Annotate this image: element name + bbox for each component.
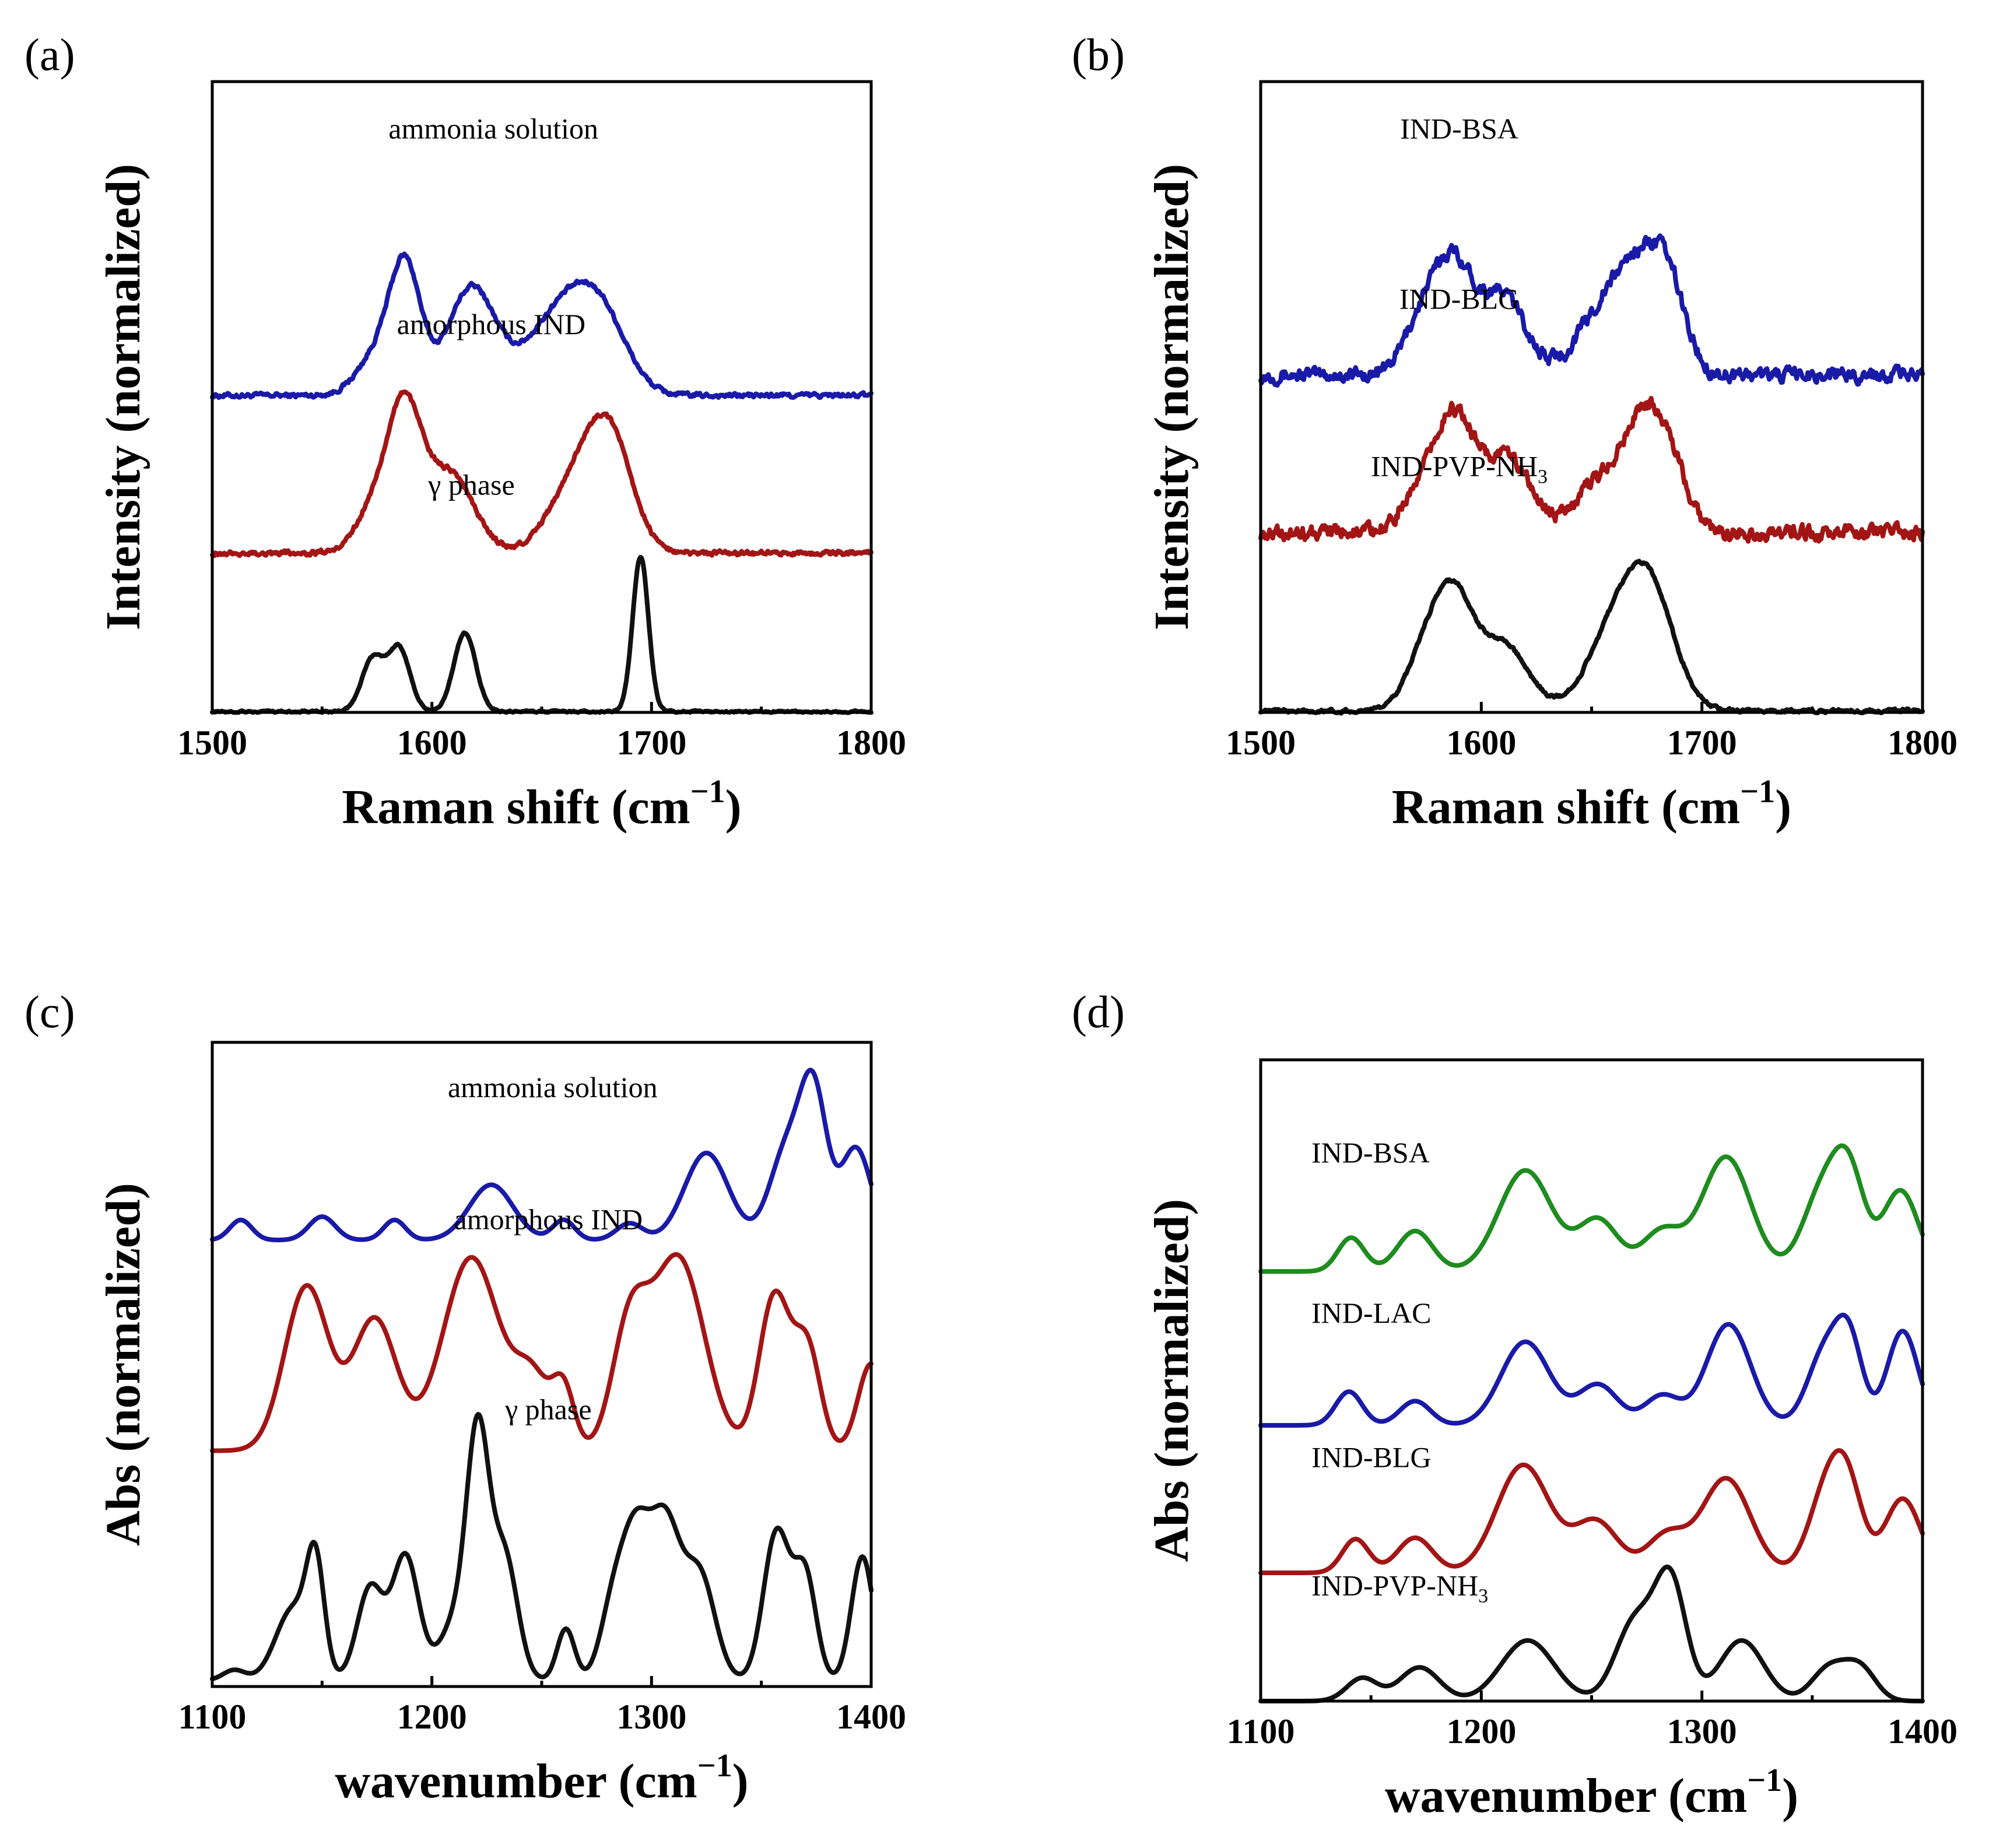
x-tick-label: 1200: [1446, 1712, 1516, 1751]
plot-frame: [1259, 80, 1924, 714]
chart-panel: (b) IND-BSA IND-BLG IND-PVP-NH3 1500 1600 1700…: [1072, 29, 1958, 834]
chart-panel: (a) ammonia solution amorphous IND γ phase 1…: [24, 29, 906, 834]
panel-label: (d): [1072, 986, 1125, 1037]
series-line: [1258, 1564, 1925, 1703]
x-tick-label: 1600: [1446, 723, 1516, 762]
x-tick-label: 1800: [1888, 723, 1958, 762]
y-axis-title: Abs (normalized): [96, 1183, 150, 1546]
x-axis-title: wavenumber (cm−1): [1385, 1762, 1798, 1823]
series-line: [1258, 396, 1925, 544]
x-tick-label: 1400: [836, 1698, 906, 1736]
panel-label: (b): [1072, 29, 1125, 80]
series-label: ammonia solution: [448, 1071, 658, 1104]
series-line: [1258, 1143, 1925, 1274]
panel-label: (c): [24, 986, 75, 1037]
x-tick-label: 1700: [616, 723, 686, 762]
series-label: IND-BSA: [1311, 1136, 1430, 1169]
panel-label: (a): [24, 29, 75, 80]
x-axis-title: Raman shift (cm−1): [342, 774, 741, 834]
series-line: [1258, 233, 1925, 388]
y-axis-title: Intensity (normalized): [1145, 164, 1199, 630]
y-axis-title: Intensity (normalized): [96, 164, 150, 630]
series-label: γ phase: [427, 469, 514, 501]
series-line: [1258, 558, 1925, 716]
x-tick-label: 1500: [177, 723, 247, 762]
x-axis-title: Raman shift (cm−1): [1392, 774, 1791, 834]
series-line: [1258, 1312, 1925, 1428]
series-label: IND-BSA: [1400, 112, 1518, 145]
x-tick-label: 1800: [836, 723, 906, 762]
x-tick-label: 1600: [397, 723, 467, 762]
chart-panel: (d) IND-BSA IND-LAC IND-BLG IND-PVP-NH3 1100 1…: [1072, 986, 1958, 1823]
x-tick-label: 1400: [1888, 1712, 1958, 1751]
series-label: ammonia solution: [388, 112, 598, 145]
x-tick-label: 1100: [178, 1698, 247, 1736]
series-label: γ phase: [504, 1393, 591, 1425]
chart-panel: (c) ammonia solution amorphous IND γ phase 1…: [24, 986, 906, 1808]
series-line: [210, 554, 874, 715]
x-tick-label: 1200: [397, 1698, 467, 1736]
x-tick-label: 1300: [616, 1698, 686, 1736]
x-tick-label: 1500: [1226, 723, 1296, 762]
x-tick-label: 1100: [1227, 1712, 1295, 1751]
x-tick-label: 1300: [1667, 1712, 1737, 1751]
series-label: IND-LAC: [1311, 1297, 1432, 1329]
series-label: IND-PVP-NH3: [1371, 449, 1548, 487]
series-line: [1258, 1448, 1925, 1575]
series-line: [210, 251, 874, 400]
series-label: IND-BLG: [1399, 283, 1520, 315]
x-axis-title: wavenumber (cm−1): [335, 1748, 748, 1808]
series-line: [210, 1067, 874, 1242]
series-label: amorphous IND: [454, 1203, 643, 1235]
y-axis-title: Abs (normalized): [1145, 1199, 1199, 1562]
plot-frame: [211, 1041, 873, 1688]
x-tick-label: 1700: [1667, 723, 1737, 762]
series-label: IND-PVP-NH3: [1311, 1569, 1488, 1607]
series-line: [210, 1252, 874, 1453]
series-label: amorphous IND: [397, 308, 586, 340]
series-label: IND-BLG: [1311, 1441, 1432, 1474]
series-line: [210, 1412, 874, 1681]
series-line: [210, 389, 874, 558]
